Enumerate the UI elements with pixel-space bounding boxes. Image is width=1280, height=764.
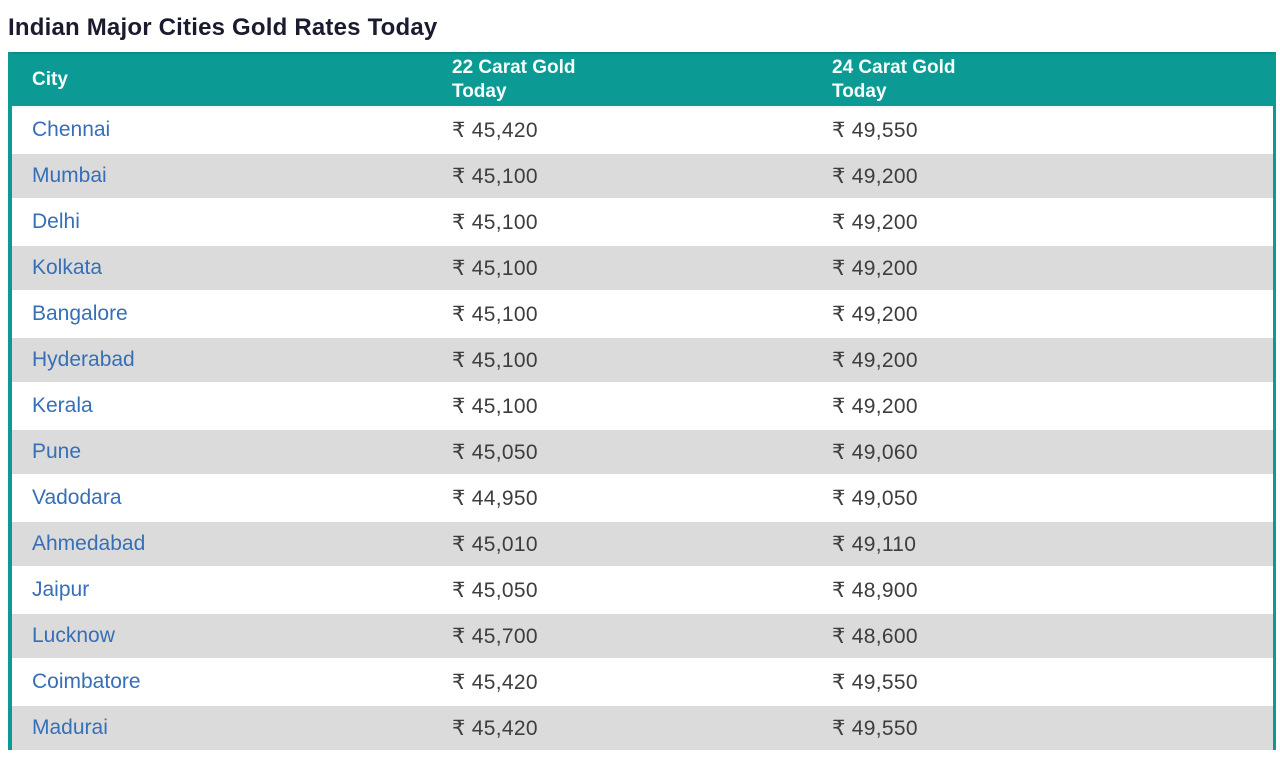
rate-24-carat: ₹ 48,600	[812, 612, 1273, 659]
rate-22-carat: ₹ 44,950	[432, 474, 812, 521]
rate-24-carat: ₹ 49,200	[812, 382, 1273, 429]
city-link[interactable]: Kolkata	[32, 256, 103, 279]
rate-24-carat: ₹ 49,550	[812, 106, 1273, 153]
rate-22-carat: ₹ 45,100	[432, 290, 812, 337]
city-cell: Chennai	[12, 106, 432, 153]
rate-24-carat: ₹ 49,550	[812, 704, 1273, 750]
city-link[interactable]: Chennai	[32, 118, 111, 141]
col-header-22-carat: 22 Carat Gold Today	[432, 54, 812, 108]
table-row: Coimbatore ₹ 45,420 ₹ 49,550	[12, 658, 1273, 705]
rate-22-carat: ₹ 45,100	[432, 336, 812, 383]
city-cell: Kerala	[12, 382, 432, 429]
rate-24-carat: ₹ 49,200	[812, 336, 1273, 383]
table-row: Bangalore ₹ 45,100 ₹ 49,200	[12, 290, 1273, 337]
city-link[interactable]: Pune	[32, 440, 82, 463]
rate-22-carat: ₹ 45,100	[432, 382, 812, 429]
rate-24-carat: ₹ 48,900	[812, 566, 1273, 613]
city-cell: Lucknow	[12, 612, 432, 659]
rate-24-carat: ₹ 49,200	[812, 198, 1273, 245]
city-cell: Hyderabad	[12, 336, 432, 383]
rate-22-carat: ₹ 45,010	[432, 520, 812, 567]
rate-22-carat: ₹ 45,100	[432, 244, 812, 291]
city-link[interactable]: Ahmedabad	[32, 532, 146, 555]
city-cell: Mumbai	[12, 152, 432, 199]
city-link[interactable]: Mumbai	[32, 164, 107, 187]
rate-24-carat: ₹ 49,200	[812, 244, 1273, 291]
rate-22-carat: ₹ 45,700	[432, 612, 812, 659]
table-row: Lucknow ₹ 45,700 ₹ 48,600	[12, 612, 1273, 659]
city-cell: Jaipur	[12, 566, 432, 613]
table-row: Kolkata ₹ 45,100 ₹ 49,200	[12, 244, 1273, 291]
rate-24-carat: ₹ 49,200	[812, 152, 1273, 199]
gold-rates-table: City 22 Carat Gold Today 24 Carat Gold T…	[8, 52, 1276, 750]
city-link[interactable]: Kerala	[32, 394, 93, 417]
city-link[interactable]: Bangalore	[32, 302, 128, 325]
table-row: Vadodara ₹ 44,950 ₹ 49,050	[12, 474, 1273, 521]
rate-22-carat: ₹ 45,050	[432, 428, 812, 475]
rate-22-carat: ₹ 45,420	[432, 704, 812, 750]
city-link[interactable]: Jaipur	[32, 578, 90, 601]
rate-24-carat: ₹ 49,200	[812, 290, 1273, 337]
table-row: Kerala ₹ 45,100 ₹ 49,200	[12, 382, 1273, 429]
city-cell: Bangalore	[12, 290, 432, 337]
rate-22-carat: ₹ 45,420	[432, 658, 812, 705]
table-row: Ahmedabad ₹ 45,010 ₹ 49,110	[12, 520, 1273, 567]
rate-24-carat: ₹ 49,550	[812, 658, 1273, 705]
table-row: Hyderabad ₹ 45,100 ₹ 49,200	[12, 336, 1273, 383]
table-row: Mumbai ₹ 45,100 ₹ 49,200	[12, 152, 1273, 199]
city-cell: Delhi	[12, 198, 432, 245]
table-header-row: City 22 Carat Gold Today 24 Carat Gold T…	[12, 54, 1273, 108]
rate-22-carat: ₹ 45,100	[432, 198, 812, 245]
col-header-24-carat: 24 Carat Gold Today	[812, 54, 1273, 108]
city-cell: Vadodara	[12, 474, 432, 521]
city-link[interactable]: Hyderabad	[32, 348, 135, 371]
col-header-city: City	[12, 54, 432, 108]
table-row: Pune ₹ 45,050 ₹ 49,060	[12, 428, 1273, 475]
city-link[interactable]: Madurai	[32, 716, 108, 739]
rate-22-carat: ₹ 45,420	[432, 106, 812, 153]
city-cell: Pune	[12, 428, 432, 475]
page-title: Indian Major Cities Gold Rates Today	[8, 14, 438, 41]
city-link[interactable]: Vadodara	[32, 486, 122, 509]
city-cell: Coimbatore	[12, 658, 432, 705]
rate-24-carat: ₹ 49,050	[812, 474, 1273, 521]
city-link[interactable]: Lucknow	[32, 624, 115, 647]
rate-22-carat: ₹ 45,100	[432, 152, 812, 199]
table-row: Madurai ₹ 45,420 ₹ 49,550	[12, 704, 1273, 750]
rate-24-carat: ₹ 49,060	[812, 428, 1273, 475]
table-row: Chennai ₹ 45,420 ₹ 49,550	[12, 106, 1273, 153]
city-cell: Ahmedabad	[12, 520, 432, 567]
city-link[interactable]: Delhi	[32, 210, 80, 233]
rate-24-carat: ₹ 49,110	[812, 520, 1273, 567]
city-cell: Madurai	[12, 704, 432, 750]
table-row: Delhi ₹ 45,100 ₹ 49,200	[12, 198, 1273, 245]
rate-22-carat: ₹ 45,050	[432, 566, 812, 613]
table-row: Jaipur ₹ 45,050 ₹ 48,900	[12, 566, 1273, 613]
city-link[interactable]: Coimbatore	[32, 670, 141, 693]
city-cell: Kolkata	[12, 244, 432, 291]
